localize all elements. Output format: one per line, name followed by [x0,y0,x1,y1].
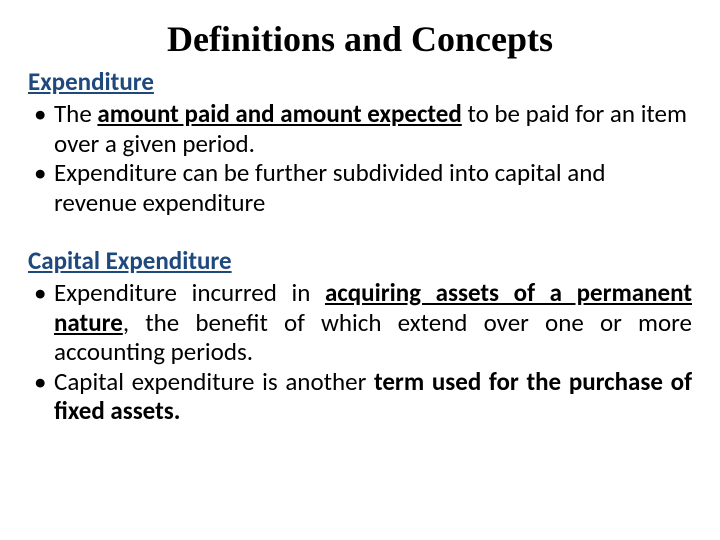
bullet-text-pre: The [54,98,97,129]
bullet-list-expenditure: The amount paid and amount expected to b… [28,99,692,217]
section-expenditure: Expenditure The amount paid and amount e… [28,66,692,217]
section-heading-capital-expenditure: Capital Expenditure [28,245,692,276]
bullet-text-pre: Capital expenditure is another [54,366,374,397]
list-item: Expenditure can be further subdivided in… [28,158,692,217]
section-heading-expenditure: Expenditure [28,66,692,97]
list-item: Capital expenditure is another term used… [28,367,692,426]
slide: Definitions and Concepts Expenditure The… [0,0,720,540]
list-item: The amount paid and amount expected to b… [28,99,692,158]
section-capital-expenditure: Capital Expenditure Expenditure incurred… [28,245,692,426]
bullet-text-pre: Expenditure incurred in [54,277,325,308]
bullet-text-pre: Expenditure can be further subdivided in… [54,157,606,218]
bullet-text-emph: amount paid and amount expected [97,98,461,129]
slide-title: Definitions and Concepts [28,18,692,60]
bullet-list-capital-expenditure: Expenditure incurred in acquiring assets… [28,278,692,426]
bullet-text-post: , the benefit of which extend over one o… [54,307,692,368]
list-item: Expenditure incurred in acquiring assets… [28,278,692,367]
